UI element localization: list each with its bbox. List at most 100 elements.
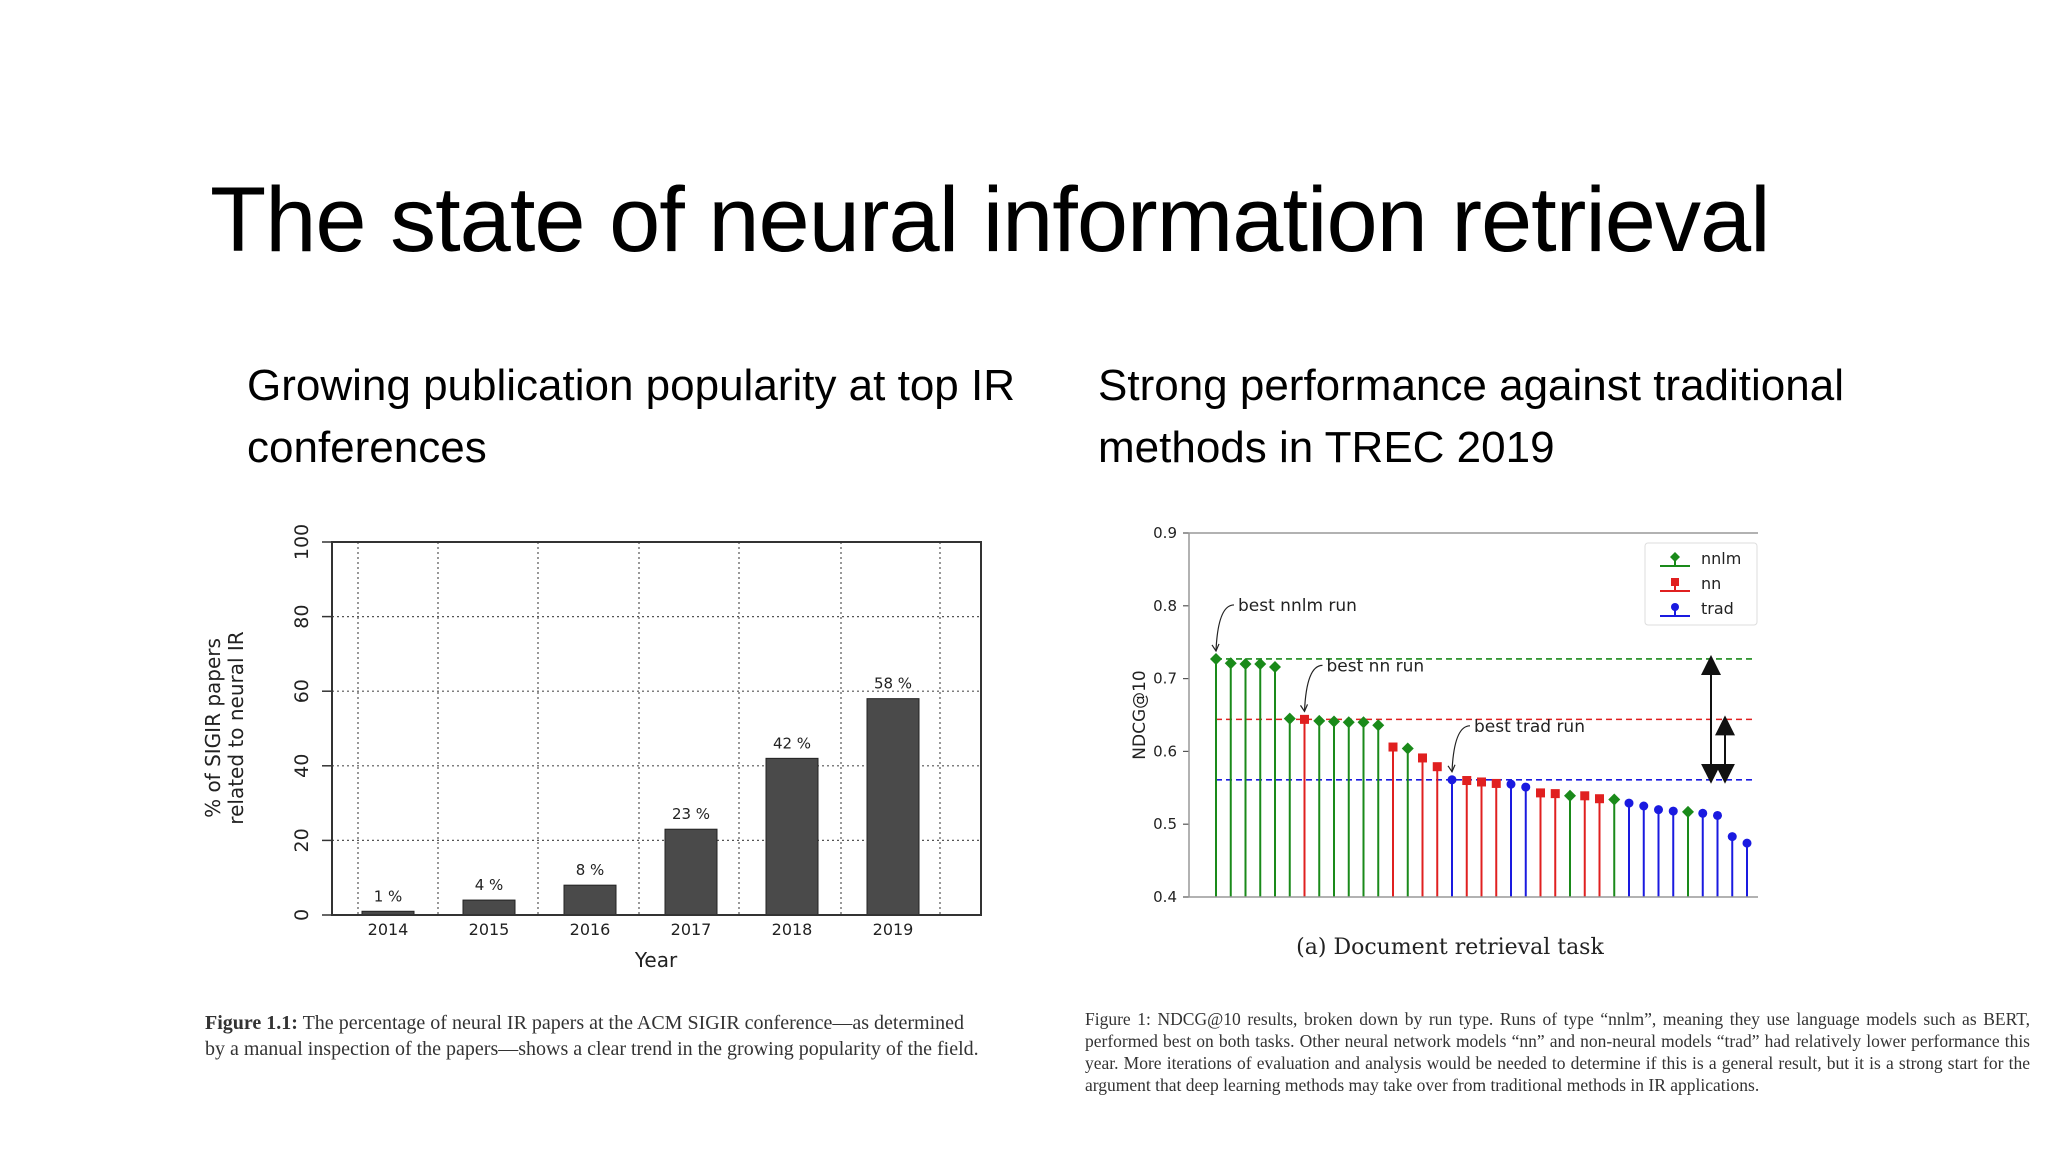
lp-marker-diamond [1283,712,1296,725]
bar-category-label: 2015 [469,920,510,939]
lp-marker-diamond [1224,657,1237,670]
lollipop-yticks: 0.4 0.5 0.6 0.7 0.8 0.9 [1153,524,1189,906]
lp-marker-diamond [1372,719,1385,732]
lp-marker-diamond [1210,652,1222,665]
bar [563,884,617,916]
bar-chart-xlabel: Year [634,948,678,972]
lp-marker-diamond [1254,658,1267,671]
lollipop-annotations: best nnlm run best nn run best trad run [1211,596,1585,774]
lp-ytick-label: 0.8 [1153,597,1177,615]
bar-data-label: 42 % [773,734,811,752]
lp-ytick-label: 0.5 [1153,815,1177,833]
bar-chart-yticks: 0 20 40 60 80 100 [291,524,332,921]
lp-ytick-label: 0.6 [1153,742,1177,760]
lollipop-stems [1210,652,1752,897]
lp-marker-diamond [1401,742,1414,755]
lp-marker-circle [1624,798,1634,808]
lp-marker-square [1418,753,1427,763]
lp-marker-square [1595,794,1604,804]
lp-marker-circle [1727,832,1737,842]
bar-ylabel-line1: % of SIGIR papers [201,638,225,818]
lp-marker-circle [1668,806,1678,816]
right-caption: Figure 1: NDCG@10 results, broken down b… [1085,1009,2030,1095]
lp-marker-circle [1639,801,1649,811]
lp-marker-square [1536,788,1545,798]
lp-marker-circle [1698,808,1708,818]
bar-ytick-label: 60 [291,679,313,703]
left-caption: Figure 1.1: The percentage of neural IR … [205,1010,985,1062]
bar-data-label: 58 % [874,675,912,693]
lp-marker-square [1300,714,1309,724]
left-caption-text: The percentage of neural IR papers at th… [205,1012,979,1060]
lp-marker-diamond [1682,805,1694,818]
lp-marker-circle [1521,782,1531,792]
lp-annotation-label: best nnlm run [1238,596,1357,616]
bar-ytick-label: 0 [291,909,313,921]
bar [664,828,718,916]
bar-ytick-label: 20 [291,828,313,852]
lollipop-frame [1188,532,1758,898]
lp-annotation-arrowhead [1300,704,1309,713]
lp-ytick-label: 0.9 [1153,524,1177,542]
bar-chart-categories: 2014 2015 2016 2017 2018 2019 [368,920,914,939]
lp-marker-square [1477,777,1486,787]
lp-marker-circle [1742,838,1752,848]
bar-ytick-label: 100 [291,524,313,560]
left-caption-label: Figure 1.1: [205,1012,298,1034]
lp-marker-diamond [1564,789,1576,802]
lp-marker-circle [1506,779,1516,789]
lp-legend-marker [1671,603,1679,611]
lp-annotation-label: best nn run [1327,656,1425,676]
lp-legend-label: trad [1701,599,1734,618]
bar-data-label: 1 % [374,887,403,905]
bar-ytick-label: 40 [291,754,313,778]
lp-annotation-arrowhead [1211,643,1220,653]
bar-category-label: 2014 [368,920,409,939]
lp-marker-square [1491,778,1501,788]
bar [462,899,516,916]
lp-annotation-leader [1215,604,1235,651]
lp-marker-square [1550,789,1560,799]
bar-data-label: 8 % [576,861,605,879]
bar-chart-bars [361,698,920,916]
bar-data-label: 4 % [475,876,504,894]
bar-chart-labels: 1 % 4 % 8 % 23 % 42 % 58 % [374,675,912,906]
bar-chart-ylabel: % of SIGIR papersrelated to neural IR [201,631,248,824]
bar [765,757,819,916]
lp-marker-diamond [1239,658,1252,671]
bar-category-label: 2016 [570,920,611,939]
lp-legend-label: nn [1701,574,1721,593]
lp-marker-diamond [1342,716,1355,729]
lp-marker-diamond [1313,714,1326,727]
lp-marker-square [1432,762,1442,772]
lp-annotation-arrowhead [1447,764,1456,774]
lp-marker-circle [1713,810,1722,820]
lp-marker-diamond [1357,716,1370,729]
bar-data-label: 23 % [672,805,710,823]
bar-ylabel-line2: related to neural IR [224,631,248,824]
lp-legend-label: nnlm [1701,549,1741,568]
lp-marker-square [1462,776,1472,786]
slide-title: The state of neural information retrieva… [210,169,1771,271]
lp-annotation-leader [1303,664,1323,712]
bar-category-label: 2019 [873,920,914,939]
lollipop-subtitle: (a) Document retrieval task [1296,935,1604,960]
lp-marker-circle [1447,775,1457,785]
lp-marker-diamond [1269,660,1281,673]
bar-category-label: 2017 [671,920,712,939]
lp-ytick-label: 0.4 [1153,888,1177,906]
lp-marker-diamond [1328,715,1340,728]
lp-marker-square [1580,791,1590,801]
lollipop-chart: 0.4 0.5 0.6 0.7 0.8 0.9 best nnlm run best nn … [1130,524,1758,960]
right-heading: Strong performance against traditional m… [1098,361,1844,472]
lollipop-legend: nnlm nn trad [1644,542,1758,626]
lp-annotation-label: best trad run [1474,717,1585,737]
lp-marker-circle [1654,805,1663,815]
lp-legend-marker [1670,552,1680,562]
bar-category-label: 2018 [772,920,813,939]
lollipop-gap-arrows [1701,654,1735,784]
lp-marker-diamond [1608,793,1621,806]
lollipop-ylabel: NDCG@10 [1130,670,1150,759]
left-heading: Growing publication popularity at top IR… [247,361,1015,472]
